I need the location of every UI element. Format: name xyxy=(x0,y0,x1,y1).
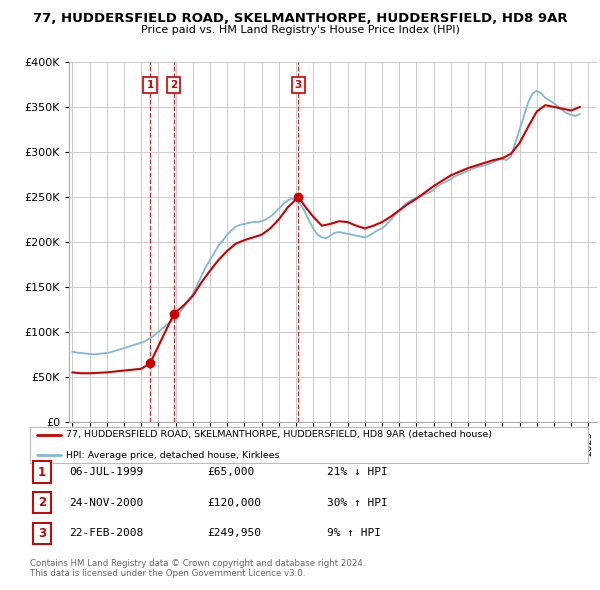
Text: £249,950: £249,950 xyxy=(207,529,261,538)
Text: Contains HM Land Registry data © Crown copyright and database right 2024.: Contains HM Land Registry data © Crown c… xyxy=(30,559,365,568)
Text: 22-FEB-2008: 22-FEB-2008 xyxy=(69,529,143,538)
Text: £120,000: £120,000 xyxy=(207,498,261,507)
Text: 77, HUDDERSFIELD ROAD, SKELMANTHORPE, HUDDERSFIELD, HD8 9AR (detached house): 77, HUDDERSFIELD ROAD, SKELMANTHORPE, HU… xyxy=(66,431,492,440)
Text: 21% ↓ HPI: 21% ↓ HPI xyxy=(327,467,388,477)
Text: 77, HUDDERSFIELD ROAD, SKELMANTHORPE, HUDDERSFIELD, HD8 9AR: 77, HUDDERSFIELD ROAD, SKELMANTHORPE, HU… xyxy=(32,12,568,25)
Text: HPI: Average price, detached house, Kirklees: HPI: Average price, detached house, Kirk… xyxy=(66,451,280,460)
Text: 2: 2 xyxy=(38,496,46,509)
Text: 06-JUL-1999: 06-JUL-1999 xyxy=(69,467,143,477)
Text: 3: 3 xyxy=(38,527,46,540)
Text: 1: 1 xyxy=(38,466,46,478)
Text: £65,000: £65,000 xyxy=(207,467,254,477)
Text: Price paid vs. HM Land Registry's House Price Index (HPI): Price paid vs. HM Land Registry's House … xyxy=(140,25,460,35)
Text: 24-NOV-2000: 24-NOV-2000 xyxy=(69,498,143,507)
Text: 9% ↑ HPI: 9% ↑ HPI xyxy=(327,529,381,538)
Text: 30% ↑ HPI: 30% ↑ HPI xyxy=(327,498,388,507)
Text: 3: 3 xyxy=(295,80,302,90)
Text: 2: 2 xyxy=(170,80,178,90)
Text: This data is licensed under the Open Government Licence v3.0.: This data is licensed under the Open Gov… xyxy=(30,569,305,578)
Text: 1: 1 xyxy=(146,80,154,90)
